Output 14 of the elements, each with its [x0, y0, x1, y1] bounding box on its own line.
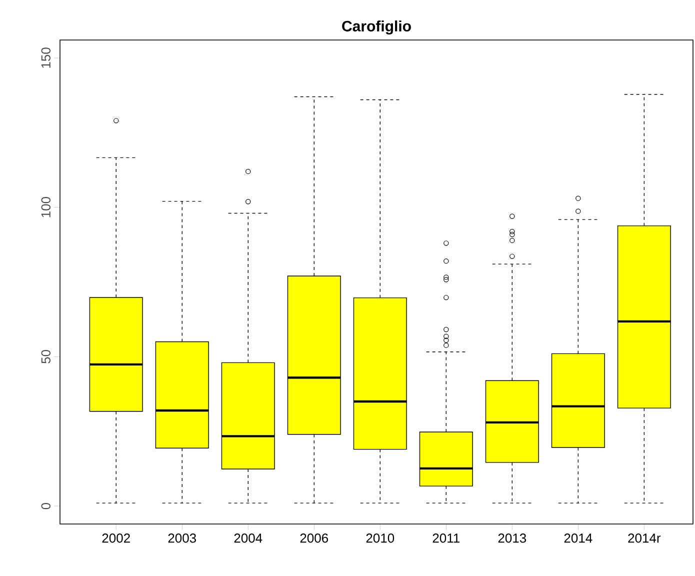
- x-tick-label: 2010: [366, 534, 394, 543]
- y-tick-label: 50: [41, 350, 50, 364]
- x-tick-label: 2014r: [628, 534, 661, 543]
- x-tick-label: 2006: [300, 534, 328, 543]
- x-tick-label: 2011: [432, 534, 460, 543]
- y-tick-label: 0: [41, 502, 50, 510]
- x-tick-label: 2004: [234, 534, 262, 543]
- y-tick-label: 150: [41, 48, 50, 68]
- x-tick-label: 2013: [498, 534, 526, 543]
- y-tick-label: 100: [41, 196, 50, 218]
- chart-title: Carofiglio: [342, 20, 411, 34]
- x-tick-label: 2003: [168, 534, 196, 543]
- x-tick-label: 2014: [564, 534, 592, 543]
- x-tick-label: 2002: [102, 534, 130, 543]
